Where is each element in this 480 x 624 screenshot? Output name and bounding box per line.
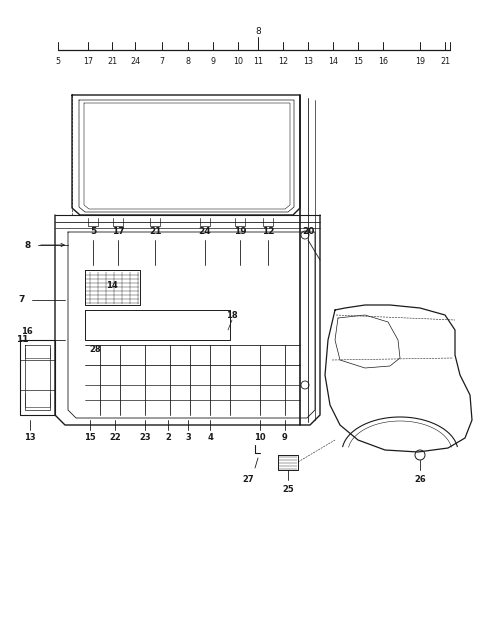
Text: 14: 14 xyxy=(328,57,338,67)
Text: 20: 20 xyxy=(302,228,314,236)
Text: 24: 24 xyxy=(130,57,140,67)
Text: 15: 15 xyxy=(84,434,96,442)
Text: 13: 13 xyxy=(24,434,36,442)
Text: 19: 19 xyxy=(234,228,246,236)
Text: 12: 12 xyxy=(278,57,288,67)
Text: 13: 13 xyxy=(303,57,313,67)
Text: 5: 5 xyxy=(55,57,60,67)
Text: 25: 25 xyxy=(282,485,294,494)
Text: 22: 22 xyxy=(109,434,121,442)
Text: 15: 15 xyxy=(353,57,363,67)
Text: 7: 7 xyxy=(159,57,165,67)
Text: 18: 18 xyxy=(226,311,238,319)
Text: 9: 9 xyxy=(210,57,216,67)
Text: 14: 14 xyxy=(106,281,118,290)
Text: 3: 3 xyxy=(185,434,191,442)
Text: 28: 28 xyxy=(89,346,101,354)
Text: 5: 5 xyxy=(90,228,96,236)
Text: 9: 9 xyxy=(282,434,288,442)
Text: 23: 23 xyxy=(139,434,151,442)
Text: 21: 21 xyxy=(440,57,450,67)
Text: 10: 10 xyxy=(233,57,243,67)
Text: 8: 8 xyxy=(185,57,191,67)
Text: 16: 16 xyxy=(21,328,33,336)
Text: 21: 21 xyxy=(107,57,117,67)
Text: 7: 7 xyxy=(19,296,25,305)
Text: 4: 4 xyxy=(207,434,213,442)
Text: 24: 24 xyxy=(199,228,211,236)
Text: 8: 8 xyxy=(25,240,31,250)
Text: 2: 2 xyxy=(165,434,171,442)
Text: 8: 8 xyxy=(255,27,261,36)
Text: 11: 11 xyxy=(253,57,263,67)
Text: 16: 16 xyxy=(378,57,388,67)
Text: 26: 26 xyxy=(414,475,426,484)
Text: 17: 17 xyxy=(83,57,93,67)
Text: 11: 11 xyxy=(16,336,28,344)
Text: 12: 12 xyxy=(262,228,274,236)
Text: 21: 21 xyxy=(149,228,161,236)
Text: 19: 19 xyxy=(415,57,425,67)
Text: 27: 27 xyxy=(242,475,254,484)
Text: 10: 10 xyxy=(254,434,266,442)
Text: 17: 17 xyxy=(112,228,124,236)
